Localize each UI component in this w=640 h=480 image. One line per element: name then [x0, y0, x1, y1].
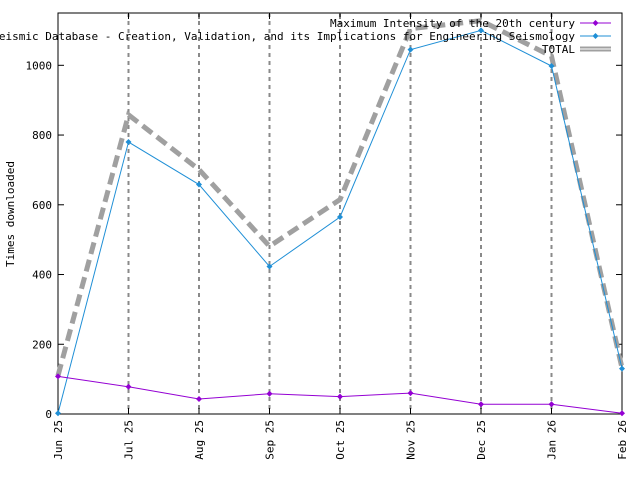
y-tick-label: 800 [32, 129, 52, 142]
data-point [548, 63, 555, 70]
x-tick-label: Jun 25 [52, 420, 65, 460]
data-point [337, 393, 343, 400]
data-point [196, 396, 202, 403]
y-tick-label: 1000 [26, 59, 53, 72]
y-tick-label: 0 [45, 408, 52, 421]
data-point [125, 139, 132, 146]
legend-label: an Macroseismic Database - Creation, Val… [0, 30, 575, 43]
data-point [337, 213, 343, 220]
x-tick-label: Nov 25 [405, 420, 418, 460]
data-point [619, 365, 625, 372]
series-layer [55, 18, 625, 417]
legend-marker [592, 33, 599, 39]
data-point [55, 410, 61, 417]
y-axis-label: Times downloaded [4, 161, 17, 267]
data-point [125, 383, 132, 390]
data-point [407, 390, 414, 397]
legend-label: TOTAL [542, 43, 575, 56]
legend: Maximum Intensity of the 20th centuryan … [0, 17, 611, 56]
legend-label: Maximum Intensity of the 20th century [330, 17, 575, 30]
series-1 [55, 27, 625, 417]
series-2 [55, 18, 625, 377]
data-point [196, 181, 202, 188]
data-point [407, 46, 414, 53]
x-tick-label: Jan 26 [546, 420, 559, 460]
legend-marker [592, 20, 599, 26]
x-tick-label: Dec 25 [475, 420, 488, 460]
x-tick-label: Feb 26 [616, 420, 629, 460]
data-point [266, 390, 273, 397]
y-axis-ticks: 0 200 400 600 800 1000 [26, 59, 622, 421]
series-0 [55, 373, 625, 417]
y-tick-label: 200 [32, 338, 52, 351]
data-point [619, 410, 625, 417]
data-point [478, 27, 484, 34]
data-point [266, 263, 273, 270]
y-tick-label: 600 [32, 199, 52, 212]
x-tick-label: Jul 25 [123, 420, 136, 460]
data-point [478, 401, 484, 408]
y-tick-label: 400 [32, 269, 52, 282]
total-line [55, 18, 625, 377]
data-point [55, 373, 61, 380]
x-tick-label: Oct 25 [334, 420, 347, 460]
x-axis-ticks: Jun 25 Jul 25 Aug 25 Sep 25 Oct 25 Nov 25 Dec … [52, 13, 629, 460]
data-point [548, 401, 555, 408]
x-tick-label: Aug 25 [193, 420, 206, 460]
x-tick-label: Sep 25 [264, 420, 277, 460]
vertical-grid [127, 13, 553, 414]
